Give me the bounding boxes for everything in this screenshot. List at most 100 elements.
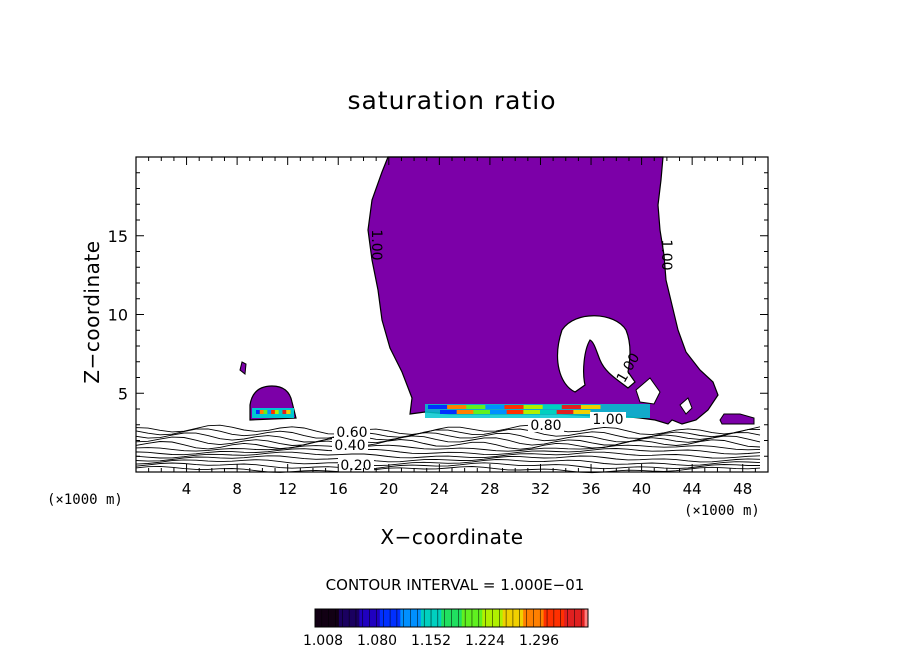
colorbar-cell [396, 609, 401, 627]
contour-interval-label: CONTOUR INTERVAL = 1.000E−01 [325, 576, 585, 594]
cloud-base-band-detail [447, 405, 467, 409]
small-cloud-band-detail [263, 410, 268, 414]
x-tick-label: 20 [379, 480, 398, 498]
subsaturated-hole [556, 315, 636, 393]
colorbar-cell [362, 609, 367, 627]
colorbar-cell [315, 609, 319, 627]
isoline [135, 424, 761, 436]
small-cloud-band-detail [267, 410, 272, 414]
cloud-base-band-detail [490, 410, 508, 414]
colorbar-cell [577, 609, 582, 627]
colorbar-cell [468, 609, 473, 627]
small-cloud-band-detail [282, 410, 287, 414]
contour-label: 1.00 [368, 229, 384, 260]
colorbar-cell [390, 609, 394, 627]
small-cloud-band-detail [259, 410, 265, 414]
colorbar-cell [512, 609, 517, 627]
x-unit-right: (×1000 m) [684, 503, 760, 519]
contour-label-bg [334, 425, 370, 439]
colorbar-cell [509, 609, 514, 627]
cloud-base-band-detail [506, 410, 524, 414]
contour-label-bg [590, 412, 626, 426]
colorbar-tick-label: 1.008 [303, 633, 343, 649]
colorbar-tick-label: 1.296 [519, 633, 559, 649]
x-tick-label: 40 [632, 480, 651, 498]
colorbar-cell [547, 609, 551, 627]
colorbar-cell [461, 609, 466, 627]
colorbar-cell [543, 609, 548, 627]
colorbar-border [314, 608, 589, 628]
colorbar-cell [502, 609, 507, 627]
colorbar-cell [523, 609, 527, 627]
colorbar-cell [366, 609, 370, 627]
cloud-base-band-detail [523, 405, 544, 409]
colorbar-cell [454, 609, 459, 627]
chart-title: saturation ratio [347, 86, 557, 115]
cloud-base-band-detail [523, 410, 541, 414]
colorbar-tick-label: 1.080 [357, 633, 397, 649]
x-unit-left: (×1000 m) [47, 492, 123, 508]
isoline [135, 451, 761, 459]
subsaturated-notch [635, 377, 661, 405]
colorbar-cell [328, 609, 333, 627]
small-cloud-band-detail [274, 410, 280, 414]
colorbar-cell [400, 609, 405, 627]
colorbar-cell [536, 609, 541, 627]
isoline [135, 462, 760, 470]
colorbar-cell [335, 609, 340, 627]
x-tick-label: 24 [430, 480, 449, 498]
cloud-base-band-detail [580, 405, 601, 409]
y-tick-label: 10 [108, 306, 128, 325]
small-cloud-band-detail [286, 410, 291, 414]
cloud-base-band-detail [556, 410, 574, 414]
x-tick-label: 12 [278, 480, 297, 498]
small-cloud-band-detail [256, 410, 261, 414]
colorbar-cell [475, 609, 480, 627]
cloud-base-band-detail [440, 410, 458, 414]
colorbar-cell [567, 609, 572, 627]
colorbar-cell [564, 609, 568, 627]
x-tick-label: 16 [329, 480, 348, 498]
colorbar-cell [424, 609, 429, 627]
colorbar-cell [482, 609, 487, 627]
x-tick-label: 4 [182, 480, 192, 498]
colorbar-cell [434, 609, 439, 627]
contour-label-bg [338, 458, 374, 472]
colorbar-cell [413, 609, 418, 627]
cloud-base-band-detail [473, 410, 491, 414]
saturated-region-main [367, 156, 719, 425]
colorbar-cell [332, 609, 336, 627]
colorbar-cell [437, 609, 442, 627]
colorbar-cell [386, 609, 391, 627]
contour-label: 1.00 [592, 412, 623, 428]
colorbar-cell [427, 609, 432, 627]
x-tick-label: 32 [531, 480, 550, 498]
cloud-base-band-detail [504, 405, 525, 409]
colorbar-cell [492, 609, 497, 627]
isoline [135, 459, 761, 467]
colorbar-cell [557, 609, 562, 627]
x-tick-label: 36 [581, 480, 600, 498]
colorbar-cell [349, 609, 353, 627]
x-tick-label: 48 [733, 480, 752, 498]
small-cloud-band-detail [271, 410, 276, 414]
colorbar-cell [383, 609, 388, 627]
cloud-base-band-detail [466, 405, 486, 409]
colorbar-cell [444, 609, 449, 627]
colorbar-cell [352, 609, 357, 627]
colorbar-cell [376, 609, 381, 627]
colorbar-cell [495, 609, 500, 627]
colorbar-cell [499, 609, 504, 627]
saturated-region-right [719, 413, 755, 425]
colorbar-cell [410, 609, 415, 627]
colorbar-cell [417, 609, 422, 627]
x-tick-label: 8 [232, 480, 242, 498]
cloud-base-band-detail [542, 405, 563, 409]
colorbar-cell [516, 609, 521, 627]
colorbar-cell [478, 609, 483, 627]
colorbar-cell [379, 609, 384, 627]
colorbar-cell [458, 609, 463, 627]
y-axis-label: Z−coordinate [80, 240, 104, 384]
colorbar-cell [584, 609, 589, 627]
